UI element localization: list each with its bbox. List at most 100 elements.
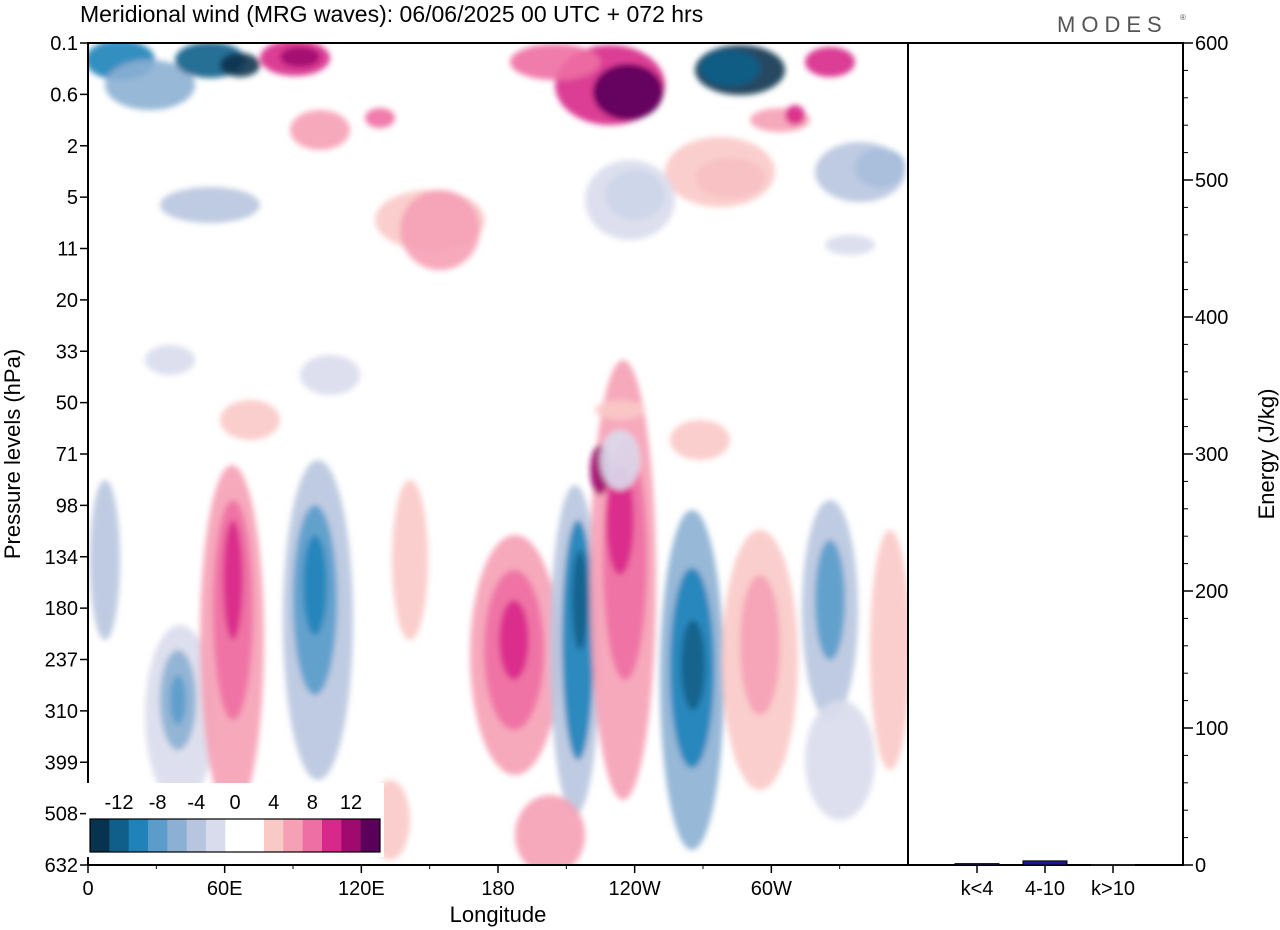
colorbar-swatch <box>322 819 342 852</box>
contour-blob <box>572 550 588 650</box>
energy-category-label: 4-10 <box>1025 878 1065 900</box>
y-tick-label: 310 <box>45 701 78 723</box>
pressure-axis: 0.1 0.6 2 5 11 20 33 50 71 98 134 180 237 310 399 508 63… <box>45 33 88 877</box>
y2-axis-label: Energy (J/kg) <box>1254 389 1279 520</box>
energy-panel-frame <box>907 42 1184 866</box>
colorbar-swatch <box>264 819 284 852</box>
contour-blob <box>392 480 428 640</box>
colorbar-swatch <box>244 819 265 852</box>
colorbar-tick-label: -12 <box>105 792 134 814</box>
y-tick-label: 237 <box>45 650 78 672</box>
contour-blob <box>90 480 120 640</box>
contour-blob <box>805 47 855 77</box>
colorbar-tick-label: 4 <box>268 792 279 814</box>
contour-blob <box>365 108 395 128</box>
energy-bars: k<4 4-10 k>10 <box>954 860 1135 900</box>
contour-blob <box>223 520 243 640</box>
y-tick-label: 134 <box>45 547 78 569</box>
energy-bar <box>954 863 1000 866</box>
contour-blob <box>681 620 705 710</box>
colorbar-tick-label: -8 <box>149 792 167 814</box>
brand-trademark: ® <box>1180 13 1186 22</box>
contour-blob <box>280 47 320 67</box>
y-tick-label: 11 <box>57 239 78 261</box>
y-tick-label: 50 <box>56 393 78 415</box>
contour-blob <box>300 355 360 395</box>
contour-blob <box>815 142 905 202</box>
colorbar-swatch <box>148 819 168 852</box>
x-tick-label: 60E <box>207 878 243 900</box>
colorbar-tick-label: 8 <box>307 792 318 814</box>
colorbar-swatch <box>225 819 246 852</box>
colorbar-swatch <box>167 819 188 852</box>
energy-tick-label: 600 <box>1195 33 1228 55</box>
y-tick-label: 180 <box>45 598 78 620</box>
x-tick-label: 120E <box>338 878 385 900</box>
y-tick-label: 0.1 <box>50 33 78 55</box>
contour-blob <box>870 530 908 770</box>
energy-tick-label: 100 <box>1195 718 1228 740</box>
contour-blob <box>593 64 663 120</box>
contour-field <box>88 43 908 865</box>
x-tick-label: 0 <box>82 878 93 900</box>
contour-blob <box>170 675 186 725</box>
contour-blob <box>220 53 260 77</box>
contour-blob <box>700 50 760 86</box>
energy-bar <box>1022 860 1068 866</box>
y-tick-label: 5 <box>67 187 78 209</box>
colorbar-tick-label: 0 <box>229 792 240 814</box>
colorbar-frame <box>89 818 381 853</box>
contour-blob <box>785 105 805 125</box>
colorbar-swatch <box>186 819 207 852</box>
colorbar-tick-label: -4 <box>187 792 205 814</box>
energy-tick-label: 200 <box>1195 581 1228 603</box>
contour-blob <box>825 235 875 255</box>
colorbar-swatch <box>109 819 130 852</box>
colorbar-swatch <box>302 819 323 852</box>
contour-blob <box>303 535 327 635</box>
x-tick-label: 180 <box>481 878 514 900</box>
x-tick-label: 120W <box>609 878 661 900</box>
contour-blob <box>740 575 780 715</box>
contour-blob <box>595 400 645 420</box>
contour-blob <box>400 190 480 270</box>
colorbar-swatch <box>360 819 381 852</box>
contour-blob <box>145 345 195 375</box>
contour-blob <box>220 400 280 440</box>
contour-blob <box>499 600 529 680</box>
contour-blob <box>805 700 875 820</box>
y-tick-label: 33 <box>56 341 78 363</box>
energy-category-label: k>10 <box>1091 878 1135 900</box>
y-tick-label: 632 <box>45 855 78 877</box>
y-tick-label: 71 <box>56 444 78 466</box>
contour-blob <box>515 795 585 865</box>
contour-blob <box>606 465 634 575</box>
contour-blob <box>160 187 260 223</box>
contour-blob <box>105 60 195 110</box>
colorbar-swatch <box>341 819 362 852</box>
y-tick-label: 98 <box>56 495 78 517</box>
energy-tick-label: 500 <box>1195 170 1228 192</box>
colorbar-tick-label: 12 <box>340 792 362 814</box>
contour-blob <box>815 540 845 660</box>
contour-blob <box>510 44 600 80</box>
contour-blob <box>670 420 730 460</box>
y-tick-label: 20 <box>56 290 78 312</box>
y-tick-label: 508 <box>45 804 78 826</box>
x-tick-label: 60W <box>751 878 792 900</box>
energy-tick-label: 400 <box>1195 307 1228 329</box>
y-tick-label: 2 <box>67 136 78 158</box>
longitude-axis: 0 60E 120E 180 120W 60W <box>82 865 841 900</box>
x-axis-label: Longitude <box>450 902 547 927</box>
colorbar-swatch <box>90 819 110 852</box>
colorbar-swatch <box>206 819 226 852</box>
energy-category-label: k<4 <box>961 878 994 900</box>
brand-logo: MODES <box>1057 12 1168 37</box>
y-tick-label: 399 <box>45 752 78 774</box>
colorbar-swatch <box>128 819 149 852</box>
energy-tick-label: 300 <box>1195 444 1228 466</box>
contour-blob <box>665 137 775 207</box>
energy-axis: 0 100 200 300 400 500 600 <box>1183 33 1228 877</box>
colorbar-swatch <box>283 819 304 852</box>
